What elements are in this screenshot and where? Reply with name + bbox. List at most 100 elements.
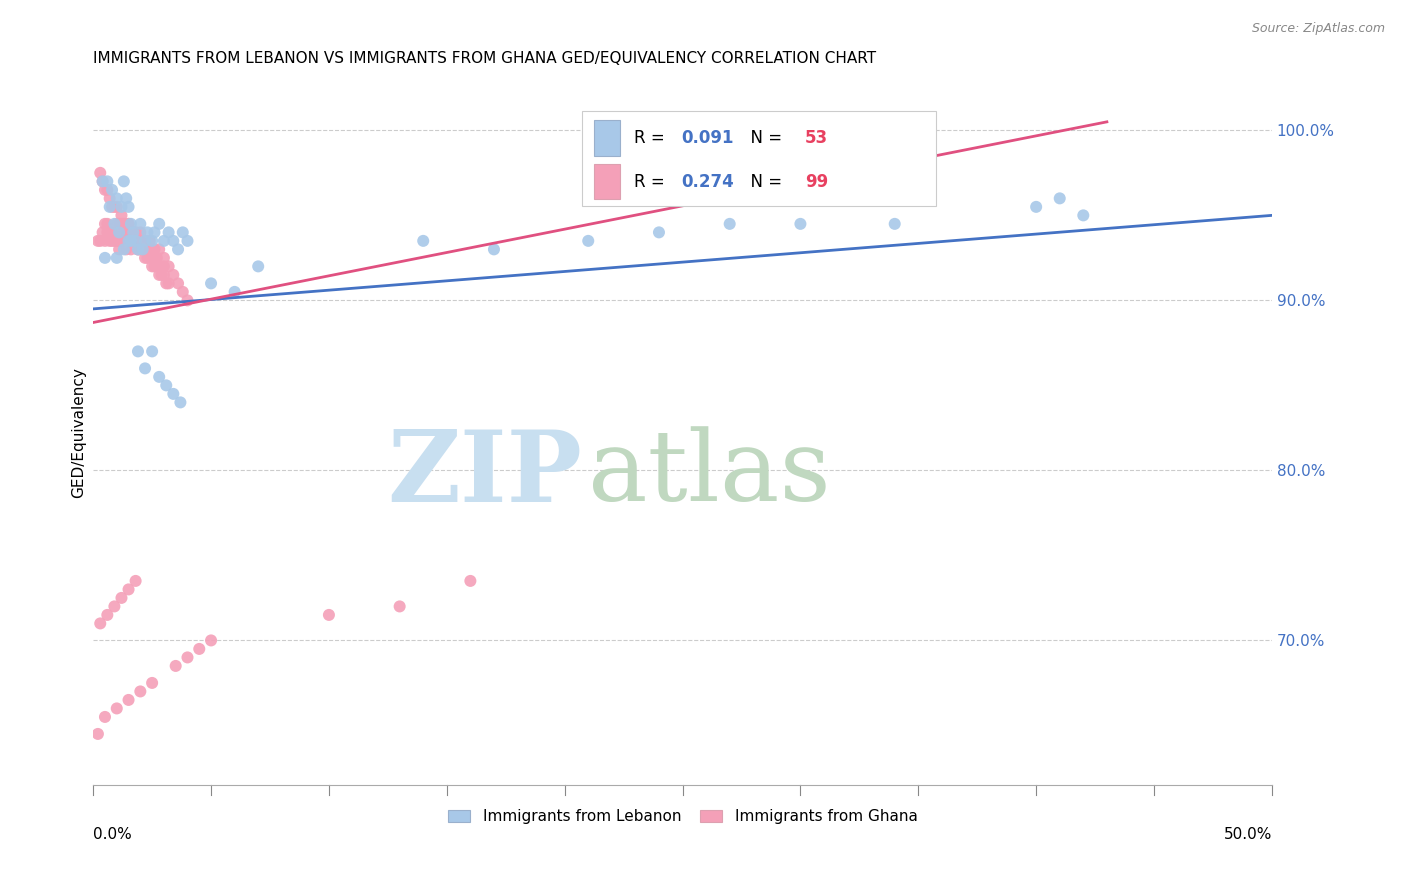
Point xyxy=(134,234,156,248)
Point xyxy=(117,217,139,231)
Point xyxy=(115,191,138,205)
Point xyxy=(103,599,125,614)
Point xyxy=(136,226,159,240)
Point xyxy=(105,234,128,248)
Point xyxy=(101,183,124,197)
Point xyxy=(117,234,139,248)
Point xyxy=(648,226,671,240)
Point xyxy=(139,234,162,248)
Point xyxy=(87,234,110,248)
Point xyxy=(143,251,166,265)
Point xyxy=(129,243,152,257)
Point xyxy=(141,344,163,359)
Text: 99: 99 xyxy=(806,173,828,191)
Legend: Immigrants from Lebanon, Immigrants from Ghana: Immigrants from Lebanon, Immigrants from… xyxy=(441,803,924,830)
Point xyxy=(124,574,146,588)
Point xyxy=(1049,191,1071,205)
Point xyxy=(127,243,149,257)
Point xyxy=(98,200,121,214)
Point xyxy=(94,183,117,197)
Point xyxy=(105,200,128,214)
Point xyxy=(103,217,125,231)
Point xyxy=(388,599,411,614)
Point xyxy=(883,217,905,231)
Point xyxy=(112,234,135,248)
Point xyxy=(101,200,124,214)
Point xyxy=(224,285,246,299)
Point xyxy=(96,607,118,622)
Point xyxy=(91,174,114,188)
Point xyxy=(89,616,111,631)
Point xyxy=(96,226,118,240)
FancyBboxPatch shape xyxy=(582,112,936,206)
Point xyxy=(122,234,145,248)
Point xyxy=(134,361,156,376)
Text: 0.0%: 0.0% xyxy=(93,828,132,842)
Point xyxy=(105,701,128,715)
Point xyxy=(143,260,166,274)
Point xyxy=(94,251,117,265)
Point xyxy=(112,217,135,231)
Text: 0.091: 0.091 xyxy=(682,129,734,147)
Text: IMMIGRANTS FROM LEBANON VS IMMIGRANTS FROM GHANA GED/EQUIVALENCY CORRELATION CHA: IMMIGRANTS FROM LEBANON VS IMMIGRANTS FR… xyxy=(93,51,876,66)
Point xyxy=(117,217,139,231)
Point xyxy=(129,684,152,698)
Text: R =: R = xyxy=(634,129,671,147)
Point xyxy=(718,217,741,231)
Point xyxy=(148,243,170,257)
Point xyxy=(127,344,149,359)
Point xyxy=(89,166,111,180)
Point xyxy=(108,243,131,257)
Point xyxy=(134,251,156,265)
Point xyxy=(169,395,191,409)
Text: R =: R = xyxy=(634,173,671,191)
Point xyxy=(105,251,128,265)
Point xyxy=(162,268,184,282)
Point xyxy=(115,234,138,248)
Point xyxy=(141,260,163,274)
Point xyxy=(127,243,149,257)
Point xyxy=(172,285,194,299)
Point xyxy=(108,217,131,231)
Bar xyxy=(595,164,620,199)
Point xyxy=(91,226,114,240)
Point xyxy=(176,650,198,665)
Point xyxy=(122,234,145,248)
Point xyxy=(120,217,142,231)
Point xyxy=(117,582,139,597)
Text: Source: ZipAtlas.com: Source: ZipAtlas.com xyxy=(1251,22,1385,36)
Point xyxy=(94,710,117,724)
Point xyxy=(120,234,142,248)
Point xyxy=(96,183,118,197)
Point xyxy=(162,387,184,401)
Point xyxy=(131,234,153,248)
Point xyxy=(460,574,482,588)
Point xyxy=(120,243,142,257)
Point xyxy=(101,226,124,240)
Point xyxy=(124,226,146,240)
Point xyxy=(105,191,128,205)
Point xyxy=(176,234,198,248)
Y-axis label: GED/Equivalency: GED/Equivalency xyxy=(72,367,86,498)
Point xyxy=(1071,208,1094,222)
Point xyxy=(247,260,270,274)
Text: 53: 53 xyxy=(806,129,828,147)
Point xyxy=(112,243,135,257)
Point xyxy=(482,243,505,257)
Point xyxy=(96,174,118,188)
Point xyxy=(94,234,117,248)
Point xyxy=(117,200,139,214)
Point xyxy=(120,234,142,248)
Point xyxy=(153,251,176,265)
Point xyxy=(124,234,146,248)
Text: atlas: atlas xyxy=(588,426,831,523)
Point xyxy=(157,260,180,274)
Text: ZIP: ZIP xyxy=(388,426,582,523)
Point xyxy=(172,226,194,240)
Point xyxy=(110,217,132,231)
Point xyxy=(110,200,132,214)
Point xyxy=(1025,200,1047,214)
Point xyxy=(122,226,145,240)
Point xyxy=(148,217,170,231)
Point xyxy=(91,174,114,188)
